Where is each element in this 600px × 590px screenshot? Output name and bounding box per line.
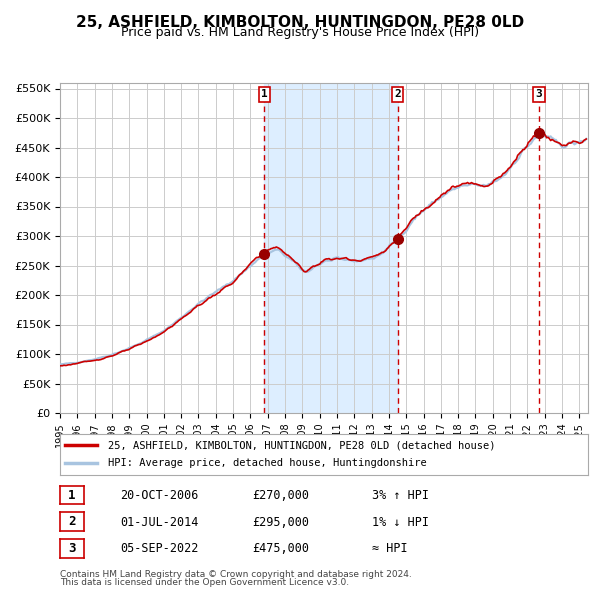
Text: £295,000: £295,000 (252, 516, 309, 529)
Text: 25, ASHFIELD, KIMBOLTON, HUNTINGDON, PE28 0LD (detached house): 25, ASHFIELD, KIMBOLTON, HUNTINGDON, PE2… (107, 440, 495, 450)
Text: £270,000: £270,000 (252, 489, 309, 502)
Text: 1: 1 (68, 489, 76, 502)
Text: 3: 3 (68, 542, 76, 555)
Text: 2: 2 (394, 90, 401, 99)
Text: 01-JUL-2014: 01-JUL-2014 (120, 516, 199, 529)
Text: Price paid vs. HM Land Registry's House Price Index (HPI): Price paid vs. HM Land Registry's House … (121, 26, 479, 39)
Text: 1% ↓ HPI: 1% ↓ HPI (372, 516, 429, 529)
Text: £475,000: £475,000 (252, 542, 309, 555)
Text: 2: 2 (68, 515, 76, 528)
Text: This data is licensed under the Open Government Licence v3.0.: This data is licensed under the Open Gov… (60, 578, 349, 587)
Text: 25, ASHFIELD, KIMBOLTON, HUNTINGDON, PE28 0LD: 25, ASHFIELD, KIMBOLTON, HUNTINGDON, PE2… (76, 15, 524, 30)
Text: 05-SEP-2022: 05-SEP-2022 (120, 542, 199, 555)
Text: 3% ↑ HPI: 3% ↑ HPI (372, 489, 429, 502)
Text: 20-OCT-2006: 20-OCT-2006 (120, 489, 199, 502)
Text: HPI: Average price, detached house, Huntingdonshire: HPI: Average price, detached house, Hunt… (107, 458, 426, 468)
Text: Contains HM Land Registry data © Crown copyright and database right 2024.: Contains HM Land Registry data © Crown c… (60, 571, 412, 579)
Text: 3: 3 (536, 90, 542, 99)
Text: 1: 1 (261, 90, 268, 99)
Bar (264, 83, 398, 413)
Text: ≈ HPI: ≈ HPI (372, 542, 407, 555)
